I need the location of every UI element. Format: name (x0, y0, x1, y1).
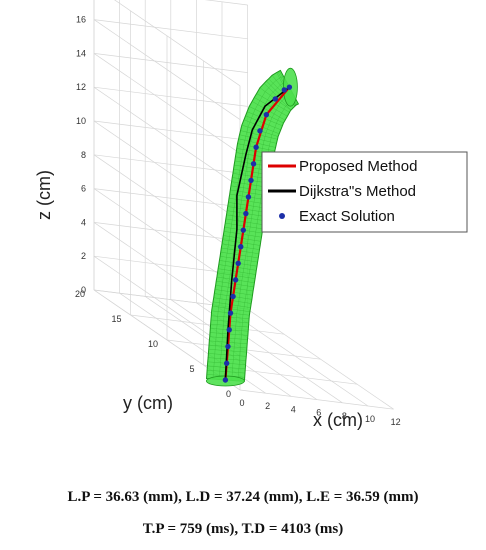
z-tick-label: 6 (81, 184, 86, 194)
exact-solution-point (238, 244, 244, 250)
exact-solution-point (230, 293, 236, 300)
exact-solution-point (245, 194, 252, 200)
x-tick-label: 12 (391, 417, 401, 427)
x-tick-label: 8 (342, 411, 347, 421)
exact-solution-point (225, 343, 231, 350)
exact-solution-point (227, 310, 234, 316)
z-tick-label: 0 (81, 285, 86, 295)
exact-solution-point (235, 260, 241, 266)
z-tick-label: 8 (81, 150, 86, 160)
x-tick-label: 0 (239, 398, 244, 408)
z-tick-label: 2 (81, 251, 86, 261)
exact-solution-point (253, 144, 259, 150)
legend-label-exact: Exact Solution (299, 208, 395, 225)
y-tick-label: 20 (75, 289, 85, 299)
exact-solution-point (232, 277, 239, 283)
tube-mesh-line (212, 75, 284, 380)
grid-line-y-floor (239, 389, 394, 410)
exact-solution-point (263, 112, 270, 118)
x-axis-label: x (cm) (313, 410, 363, 430)
legend-label-dijkstra: Dijkstra"s Method (299, 183, 416, 200)
z-axis-label: z (cm) (34, 170, 54, 220)
z-tick-label: 10 (76, 116, 86, 126)
x-tick-label: 4 (291, 404, 296, 414)
series-layer (222, 84, 293, 383)
x-tick-label: 6 (316, 408, 321, 418)
y-tick-label: 5 (189, 364, 194, 374)
legend-label-proposed: Proposed Method (299, 158, 417, 175)
legend-box (261, 151, 468, 233)
y-tick-label: 10 (148, 339, 158, 349)
y-axis-label: y (cm) (123, 393, 173, 413)
axis-grid (93, 0, 394, 410)
grid-line-y-floor (130, 314, 285, 335)
y-tick-label: 0 (226, 389, 231, 399)
exact-solution-point (248, 177, 254, 184)
legend-marker-exact (279, 213, 285, 219)
tube-path-3d-chart: 02468101214161805101520024681012 z (cm) … (34, 0, 468, 430)
tube-mesh-line (231, 92, 293, 381)
tube-mesh-line (237, 98, 296, 382)
legend: Proposed Method Dijkstra"s Method Exact … (261, 151, 468, 233)
exact-solution-point (243, 210, 249, 217)
exact-solution-point (250, 161, 257, 167)
exact-solution-point (240, 227, 247, 233)
x-tick-label: 2 (265, 401, 270, 411)
exact-solution-point (226, 327, 232, 333)
exact-solution-point (257, 128, 263, 134)
exact-solution-point (272, 96, 279, 102)
time-summary-caption: T.P = 759 (ms), T.D = 4103 (ms) (142, 521, 344, 537)
exact-solution-point (281, 87, 287, 93)
z-tick-label: 4 (81, 217, 86, 227)
x-tick-label: 10 (365, 414, 375, 424)
exact-solution-point (223, 360, 230, 366)
z-tick-label: 14 (76, 48, 86, 58)
exact-solution-point (286, 84, 293, 90)
z-tick-label: 16 (76, 15, 86, 25)
y-tick-label: 15 (111, 314, 121, 324)
exact-solution-point (222, 377, 229, 383)
length-summary-caption: L.P = 36.63 (mm), L.D = 37.24 (mm), L.E … (67, 489, 419, 505)
z-tick-label: 12 (76, 82, 86, 92)
tick-labels: 02468101214161805101520024681012 (75, 15, 401, 428)
